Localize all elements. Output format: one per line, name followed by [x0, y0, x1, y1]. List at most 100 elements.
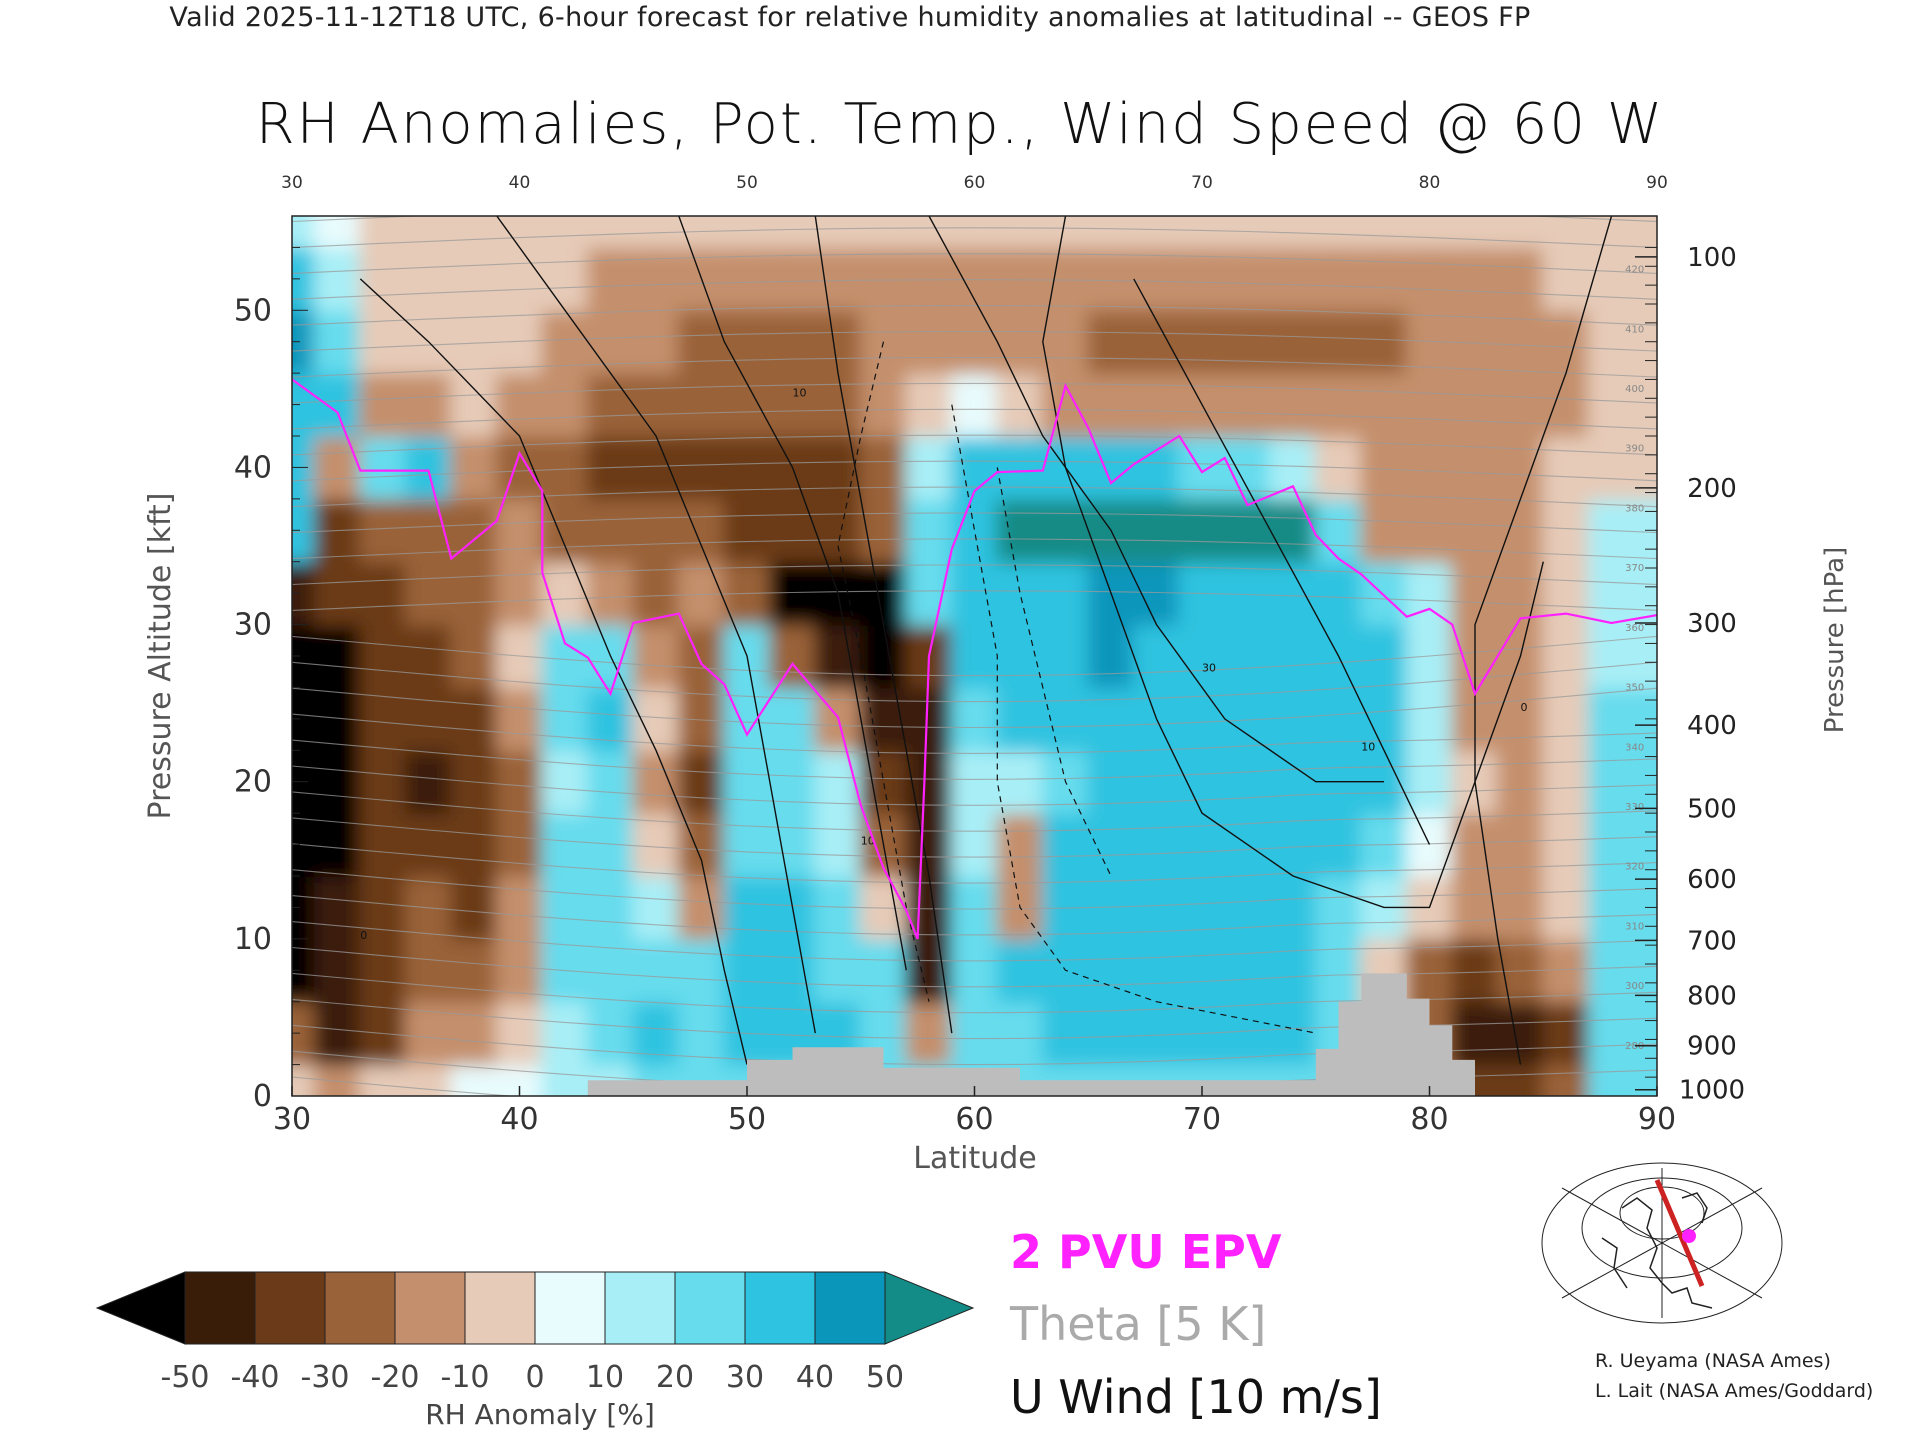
theta-line	[292, 460, 1657, 482]
colorbar-low-arrow	[95, 1271, 186, 1345]
rh-cell	[723, 372, 771, 437]
rh-cell	[768, 216, 817, 249]
rh-cell	[1587, 875, 1636, 940]
rh-cell	[1178, 937, 1226, 1003]
rh-cell	[450, 246, 498, 312]
rh-cell	[1587, 812, 1636, 877]
x-top-tick-label: 90	[1646, 173, 1668, 193]
rh-cell	[996, 435, 1044, 500]
rh-cell	[950, 309, 999, 375]
rh-cell	[768, 372, 817, 437]
rh-cell	[313, 309, 362, 375]
u-wind-line	[1042, 216, 1544, 909]
colorbar-segment	[744, 1271, 816, 1345]
rh-cell	[632, 875, 680, 940]
rh-cell	[450, 623, 498, 689]
theta-label: 350	[1625, 683, 1644, 694]
theta-line	[292, 661, 1657, 703]
theta-label: 280	[1625, 1041, 1644, 1052]
colorbar-tick-label: 10	[586, 1360, 624, 1395]
theta-label: 360	[1625, 623, 1644, 634]
rh-cell	[1405, 686, 1454, 752]
pressure-tick-label: 700	[1687, 926, 1737, 956]
rh-cell	[1496, 435, 1545, 500]
rh-cell	[292, 623, 316, 689]
rh-cell	[292, 309, 316, 375]
rh-cell	[814, 435, 862, 500]
x-tick-label: 60	[955, 1102, 993, 1137]
rh-cell	[1451, 246, 1499, 312]
rh-cell	[1314, 497, 1363, 563]
pressure-tick-label: 200	[1687, 474, 1737, 504]
rh-cell	[859, 372, 908, 437]
valid-time-header: Valid 2025-11-12T18 UTC, 6-hour forecast…	[169, 2, 1531, 33]
rh-cell	[404, 937, 453, 1003]
rh-cell	[950, 372, 999, 437]
rh-cell	[905, 937, 953, 1003]
rh-cell	[359, 435, 407, 500]
rh-cell	[677, 1000, 726, 1066]
rh-cell	[768, 497, 817, 563]
theta-line	[292, 895, 1657, 936]
rh-cell	[1178, 309, 1226, 375]
rh-cell	[292, 937, 316, 1003]
rh-cell	[541, 1063, 589, 1096]
rh-cell	[905, 497, 953, 563]
rh-cell	[359, 372, 407, 437]
rh-cell	[996, 372, 1044, 437]
u-wind-contours: 10 30 10 0 0 10	[359, 216, 1613, 1065]
rh-cell	[996, 812, 1044, 877]
rh-cell	[950, 435, 999, 500]
rh-cell	[450, 435, 498, 500]
rh-cell	[632, 309, 680, 375]
rh-cell	[996, 309, 1044, 375]
rh-cell	[996, 749, 1044, 815]
rh-cell	[1542, 309, 1590, 375]
rh-cell	[1223, 372, 1272, 437]
rh-cell	[359, 1063, 407, 1096]
rh-cell	[359, 623, 407, 689]
theta-line	[292, 921, 1657, 962]
rh-cell	[768, 937, 817, 1003]
rh-cell	[1269, 372, 1317, 437]
theta-label: 370	[1625, 563, 1644, 574]
rh-cell	[1087, 749, 1135, 815]
theta-label: 320	[1625, 862, 1644, 873]
u-wind-label: 10	[793, 387, 807, 400]
rh-cell	[1405, 497, 1454, 563]
rh-cell	[768, 812, 817, 877]
x-axis-top-ticks: 30 40 50 60 70 80 90	[281, 173, 1668, 193]
rh-cell	[814, 309, 862, 375]
theta-line	[292, 279, 1657, 300]
rh-cell	[768, 749, 817, 815]
colorbar-segment	[534, 1271, 606, 1345]
rh-cell	[859, 246, 908, 312]
rh-cell	[723, 937, 771, 1003]
colorbar-segment	[464, 1271, 536, 1345]
rh-cell	[677, 560, 726, 626]
rh-cell	[1269, 435, 1317, 500]
rh-cell	[905, 1000, 953, 1066]
rh-cell	[768, 623, 817, 689]
rh-cell	[1223, 875, 1272, 940]
rh-cell	[359, 875, 407, 940]
pressure-tick-label: 500	[1687, 794, 1737, 824]
x-tick-label: 30	[273, 1102, 311, 1137]
theta-line	[292, 564, 1657, 586]
y-axis-label: Pressure Altitude [kft]	[143, 493, 178, 820]
rh-cell	[905, 309, 953, 375]
pressure-tick-label: 300	[1687, 609, 1737, 639]
rh-cell	[1132, 1000, 1181, 1066]
colorbar-tick-label: 30	[726, 1360, 764, 1395]
rh-cell	[292, 246, 316, 312]
rh-cell	[768, 686, 817, 752]
rh-cell	[1451, 875, 1499, 940]
rh-cell	[814, 246, 862, 312]
rh-cell	[1041, 812, 1090, 877]
rh-cell	[768, 246, 817, 312]
rh-cell	[313, 749, 362, 815]
rh-cell	[1405, 246, 1454, 312]
rh-cell	[723, 749, 771, 815]
rh-cell	[1451, 812, 1499, 877]
